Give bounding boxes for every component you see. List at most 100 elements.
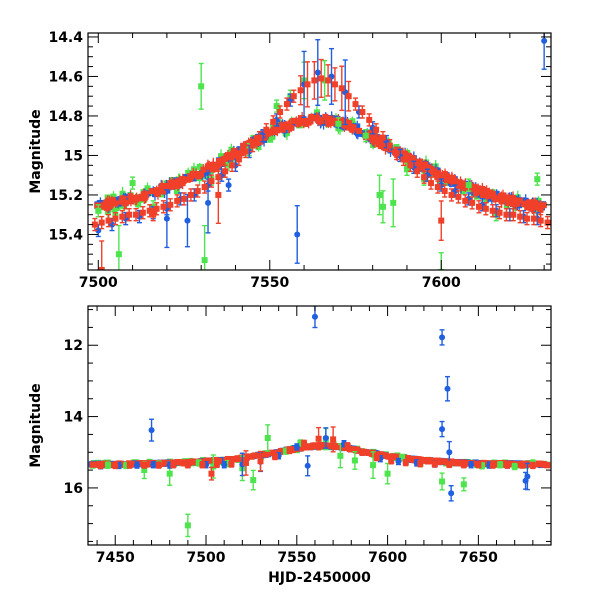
model-point-red — [303, 121, 309, 127]
data-point-green — [390, 179, 396, 227]
model-point-red — [181, 177, 187, 183]
y-tick-label: 15.2 — [48, 188, 83, 204]
data-point-green — [105, 462, 111, 468]
data-point-green — [497, 462, 503, 468]
data-point-red — [332, 68, 338, 101]
data-point-green — [265, 425, 271, 451]
model-point-red — [231, 148, 237, 154]
y-tick-label: 14.4 — [48, 30, 83, 46]
data-point-blue — [541, 13, 547, 70]
bottom-y-axis-label: Magnitude — [28, 383, 44, 467]
data-point-green — [250, 470, 256, 489]
bottom-plot-area — [89, 306, 551, 537]
model-point-red — [517, 197, 523, 203]
data-point-red — [339, 66, 345, 110]
model-point-red — [154, 190, 160, 196]
data-point-blue — [468, 462, 474, 468]
data-point-red — [475, 462, 481, 468]
data-point-red — [366, 114, 372, 126]
data-point-green — [385, 464, 391, 484]
data-point-red — [517, 211, 523, 223]
data-point-red — [272, 454, 278, 460]
model-point-red — [537, 461, 543, 467]
data-point-red — [141, 462, 147, 468]
x-tick-label: 7600 — [368, 550, 407, 566]
data-point-blue — [445, 377, 451, 401]
data-point-green — [439, 473, 445, 490]
data-point-red — [388, 458, 394, 464]
x-tick-label: 7500 — [187, 550, 226, 566]
data-point-blue — [294, 206, 300, 263]
data-point-blue — [342, 60, 348, 124]
data-point-red — [432, 461, 438, 467]
data-point-red — [311, 62, 317, 99]
model-point-red — [312, 442, 318, 448]
data-point-blue — [315, 40, 321, 106]
data-point-red — [359, 449, 365, 455]
data-point-blue — [395, 459, 401, 465]
data-point-green — [185, 514, 191, 536]
bottom-x-axis-label: HJD-2450000 — [268, 570, 371, 586]
data-point-red — [185, 462, 191, 468]
data-point-red — [359, 106, 365, 118]
data-point-red — [214, 461, 220, 467]
model-point-red — [541, 201, 547, 209]
data-point-red — [325, 65, 331, 96]
data-point-red — [127, 462, 133, 468]
data-point-red — [199, 462, 205, 468]
bottom-frame — [88, 306, 551, 545]
data-point-red — [112, 462, 118, 468]
data-point-red — [304, 62, 310, 107]
data-point-red — [446, 461, 452, 467]
data-point-blue — [226, 179, 232, 191]
model-point-red — [524, 204, 530, 211]
data-point-blue — [439, 330, 445, 345]
top-y-axis-label: Magnitude — [28, 109, 44, 193]
model-point-red — [331, 443, 337, 449]
data-point-green — [198, 64, 204, 110]
data-point-red — [545, 217, 551, 229]
model-point-red — [149, 188, 155, 194]
data-point-red — [417, 461, 423, 467]
model-point-red — [417, 159, 423, 165]
data-point-blue — [149, 419, 155, 441]
top-plot-area — [92, 13, 551, 299]
x-tick-label: 7450 — [96, 550, 135, 566]
data-point-red — [504, 462, 510, 468]
model-point-red — [500, 197, 506, 203]
x-tick-label: 7500 — [79, 275, 118, 291]
data-point-red — [530, 462, 536, 468]
data-point-blue — [439, 422, 445, 437]
model-point-red — [308, 113, 314, 120]
data-point-red — [346, 81, 352, 110]
data-point-blue — [150, 462, 156, 468]
data-point-red — [318, 60, 324, 98]
data-point-green — [352, 452, 358, 470]
model-point-red — [543, 462, 549, 468]
y-tick-label: 12 — [64, 338, 83, 354]
data-point-green — [534, 173, 540, 185]
y-tick-label: 16 — [64, 481, 83, 497]
data-point-blue — [184, 195, 190, 247]
data-point-blue — [448, 486, 454, 501]
data-point-red — [99, 217, 105, 229]
y-tick-label: 14 — [64, 410, 84, 426]
x-tick-label: 7550 — [277, 550, 316, 566]
model-point-red — [356, 128, 362, 134]
data-point-blue — [221, 462, 227, 468]
data-point-red — [490, 462, 496, 468]
data-point-red — [156, 462, 162, 468]
model-point-red — [129, 194, 135, 201]
data-point-green — [202, 226, 208, 295]
data-point-red — [98, 462, 104, 468]
data-point-red — [301, 440, 307, 446]
y-tick-label: 15 — [64, 148, 83, 164]
data-point-red — [428, 177, 434, 189]
data-point-red — [188, 189, 194, 201]
data-point-green — [130, 177, 136, 189]
data-point-red — [170, 462, 176, 468]
top-frame — [88, 33, 551, 270]
